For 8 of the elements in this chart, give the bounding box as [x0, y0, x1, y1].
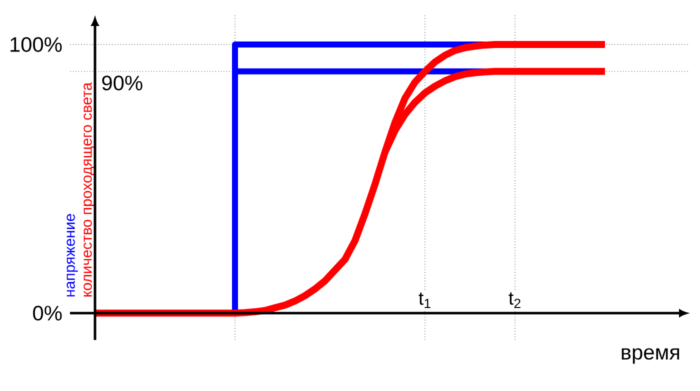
ref-line-label: 90% — [102, 76, 142, 90]
y-tick-label: 0% — [33, 306, 62, 321]
x-axis-title: время — [622, 348, 680, 364]
x-tick-label: t$_{2}$ — [508, 292, 520, 308]
text: напряжение — [66, 214, 78, 296]
y-tick-label: 100% — [10, 37, 62, 52]
text: количество проходящего света — [84, 82, 95, 296]
x-tick-label: t$_{1}$ — [418, 292, 430, 308]
